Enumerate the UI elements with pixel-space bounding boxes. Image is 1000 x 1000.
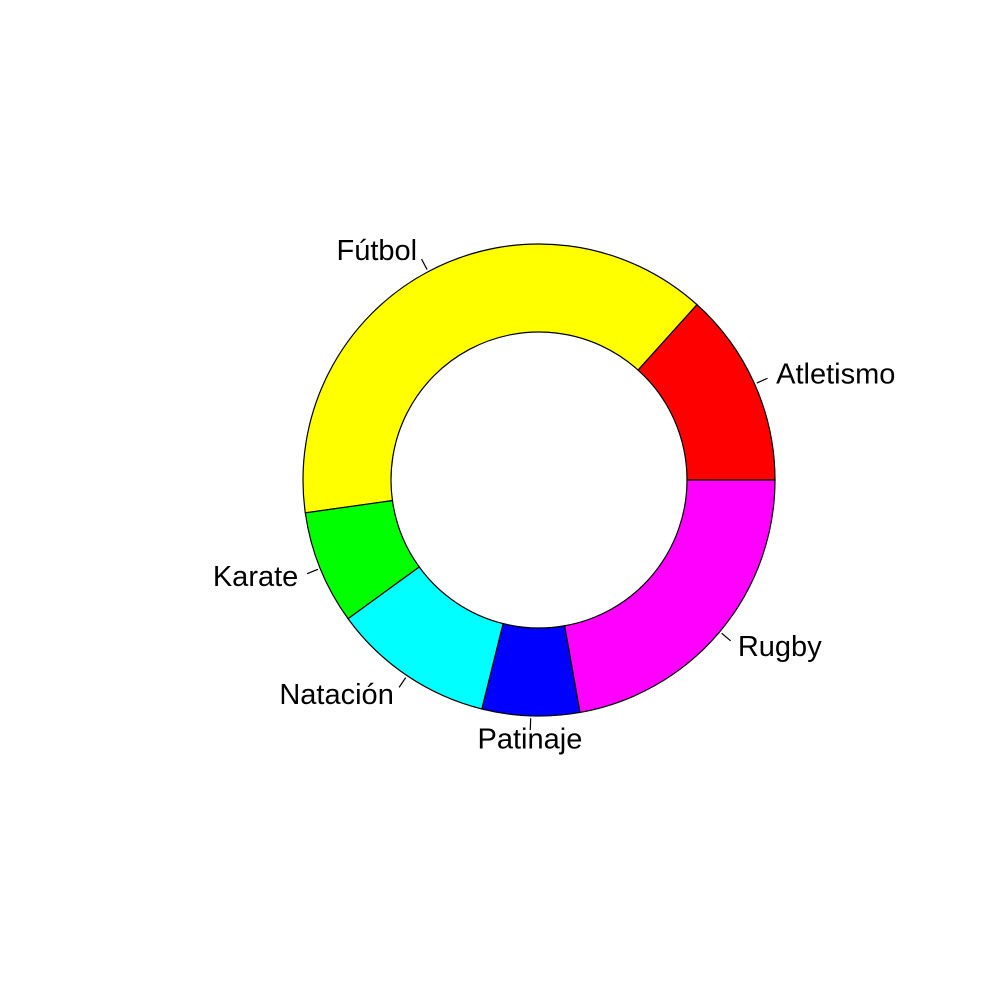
label-natacion: Natación bbox=[279, 679, 393, 711]
slices bbox=[302, 243, 776, 717]
slice-rugby bbox=[564, 479, 776, 714]
tick-atletismo bbox=[756, 377, 768, 384]
label-atletismo: Atletismo bbox=[776, 358, 895, 390]
label-rugby: Rugby bbox=[738, 631, 822, 663]
label-futbol: Fútbol bbox=[337, 235, 418, 267]
label-karate: Karate bbox=[213, 561, 298, 593]
slice-futbol bbox=[302, 243, 698, 514]
tick-futbol bbox=[421, 258, 428, 270]
tick-karate bbox=[306, 568, 319, 575]
label-patinaje: Patinaje bbox=[478, 723, 583, 755]
tick-natacion bbox=[398, 677, 407, 688]
slice-labels: Atletismo Fútbol Karate Natación Patinaje Rug… bbox=[213, 235, 896, 756]
label-ticks bbox=[306, 258, 768, 731]
tick-rugby bbox=[721, 632, 732, 642]
